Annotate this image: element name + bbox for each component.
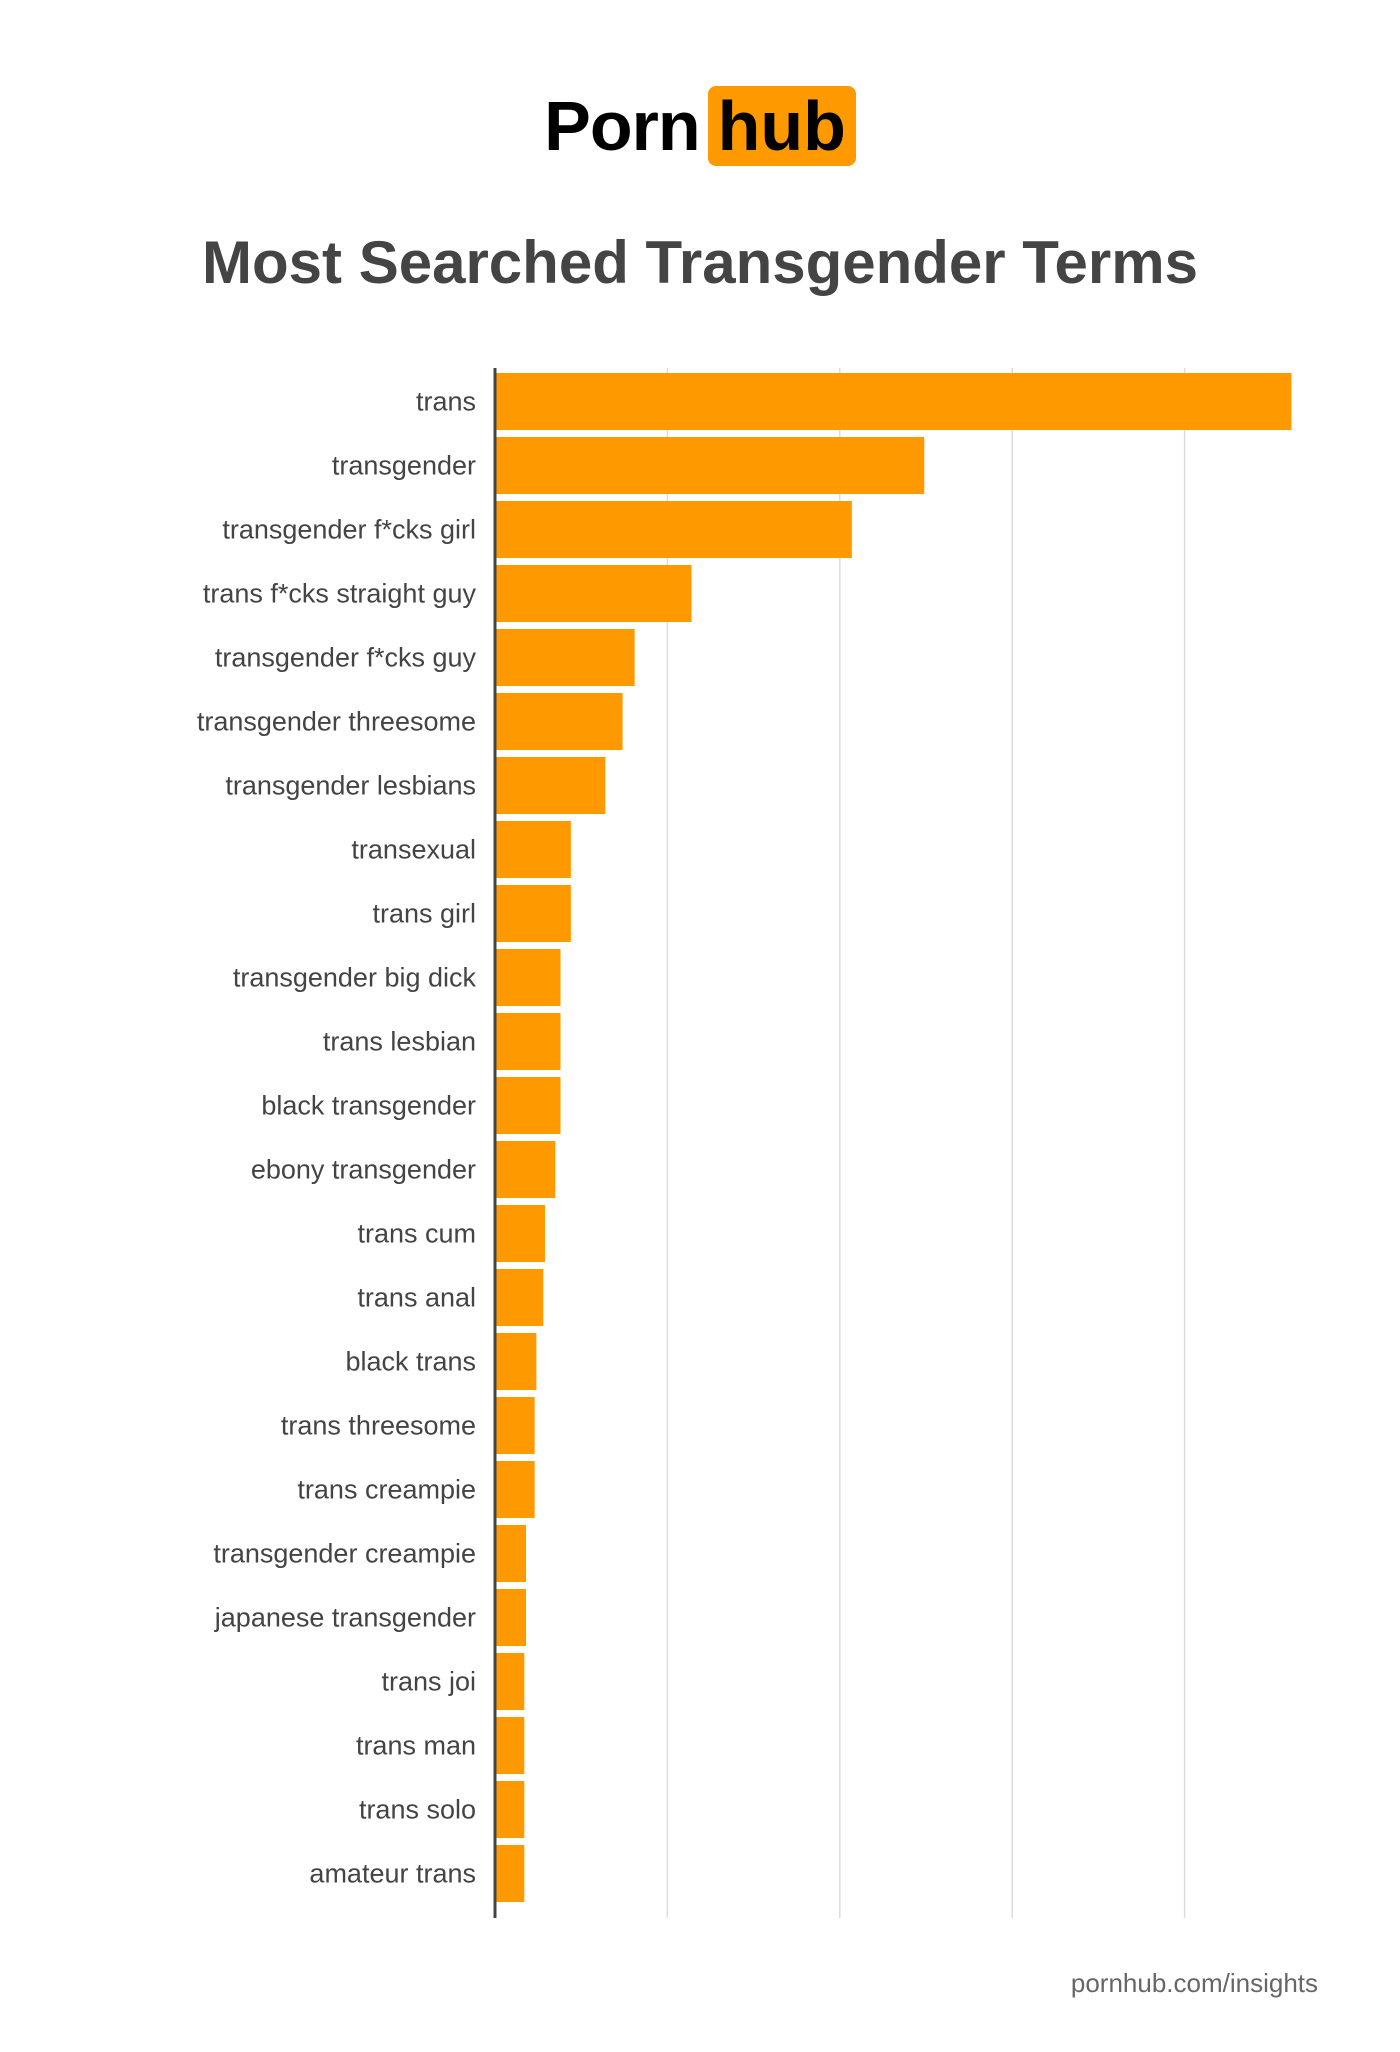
bar [495, 1333, 537, 1390]
logo-text-hub: hub [707, 86, 856, 166]
bar [495, 1397, 535, 1454]
category-label: transgender f*cks girl [222, 515, 476, 545]
category-label: trans man [356, 1731, 476, 1761]
bar [495, 373, 1292, 430]
bar [495, 501, 852, 558]
bar [495, 1781, 525, 1838]
bar [495, 757, 606, 814]
category-label: trans [416, 387, 476, 417]
bar [495, 885, 571, 942]
category-label: black trans [345, 1347, 476, 1377]
bar [495, 437, 925, 494]
category-label: trans solo [359, 1795, 476, 1825]
bar [495, 949, 561, 1006]
category-label: transgender lesbians [225, 771, 476, 801]
category-label: amateur trans [309, 1859, 476, 1889]
category-label: trans girl [372, 899, 476, 929]
category-label: trans joi [381, 1667, 476, 1697]
bar [495, 1013, 561, 1070]
bar [495, 565, 692, 622]
pornhub-logo: Porn hub [0, 86, 1400, 166]
category-label: transgender creampie [213, 1539, 476, 1569]
bar [495, 1205, 545, 1262]
category-label: transexual [351, 835, 476, 865]
category-label: japanese transgender [214, 1603, 476, 1633]
category-label: trans creampie [297, 1475, 476, 1505]
category-label: transgender [332, 451, 476, 481]
category-label: trans threesome [281, 1411, 476, 1441]
category-label: transgender f*cks guy [215, 643, 477, 673]
category-label: black transgender [261, 1091, 476, 1121]
category-label: trans f*cks straight guy [203, 579, 477, 609]
bar [495, 629, 635, 686]
bar [495, 1461, 535, 1518]
bar [495, 1525, 527, 1582]
category-label: transgender threesome [197, 707, 476, 737]
bar [495, 1589, 527, 1646]
category-label: trans cum [357, 1219, 476, 1249]
category-label: transgender big dick [233, 963, 477, 993]
logo-text-porn: Porn [544, 87, 700, 165]
bar [495, 1717, 525, 1774]
category-label: trans lesbian [323, 1027, 476, 1057]
bar [495, 1653, 525, 1710]
bar [495, 693, 623, 750]
bar [495, 821, 571, 878]
category-label: trans anal [357, 1283, 476, 1313]
bar [495, 1845, 525, 1902]
footer-source: pornhub.com/insights [1070, 1968, 1318, 1998]
bar [495, 1141, 556, 1198]
category-label: ebony transgender [251, 1155, 476, 1185]
bar [495, 1077, 561, 1134]
chart-title: Most Searched Transgender Terms [202, 229, 1198, 296]
bar [495, 1269, 544, 1326]
